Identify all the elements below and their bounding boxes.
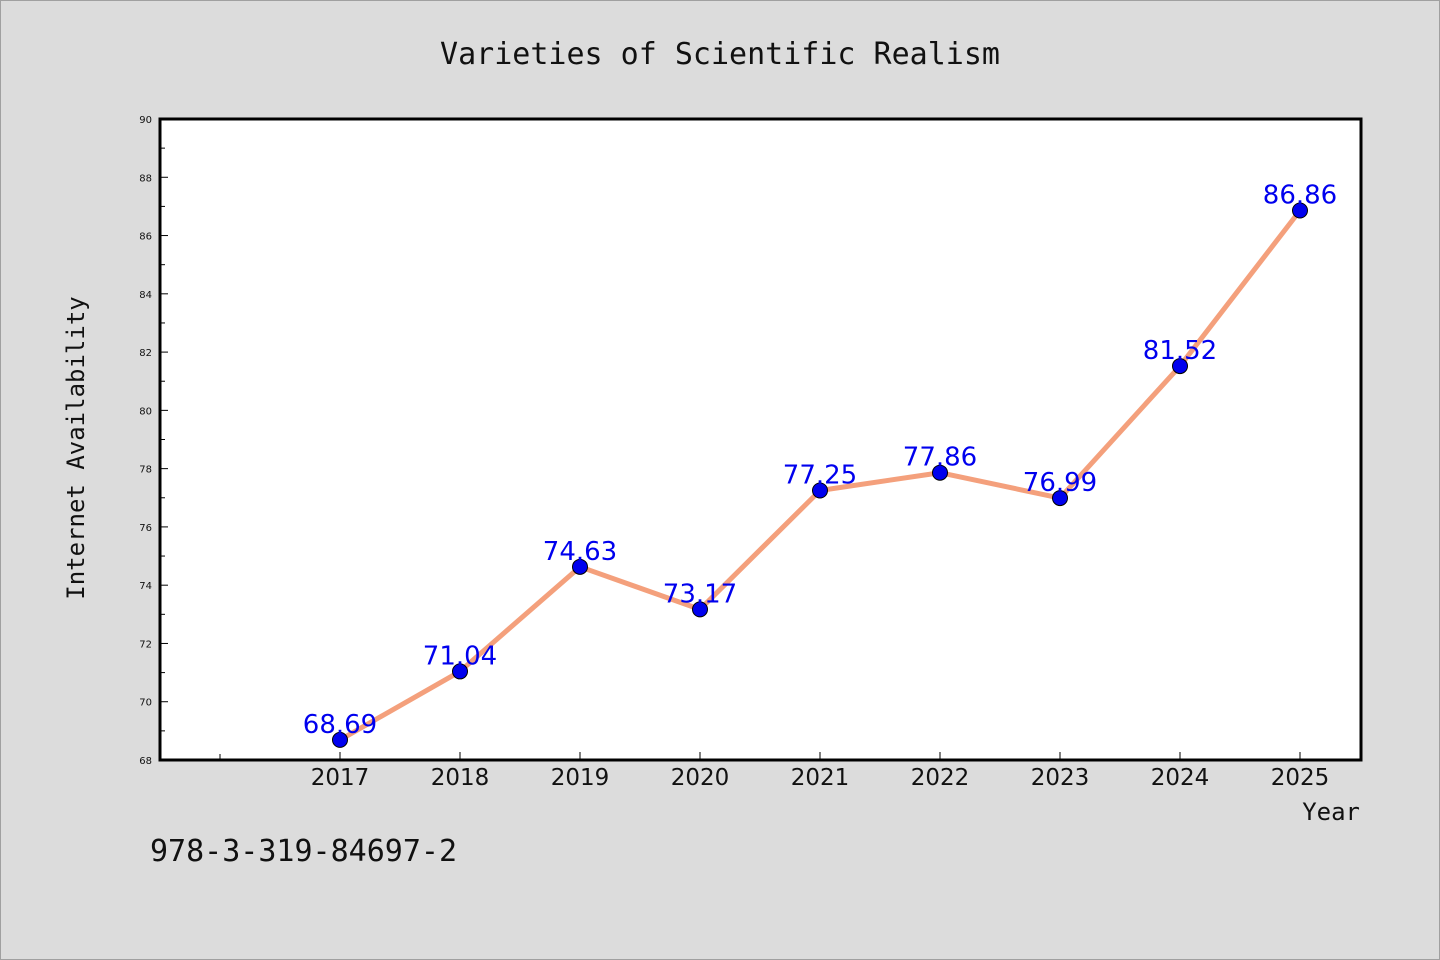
y-tick-label: 68: [139, 756, 152, 767]
data-labels: 68.69 71.04 74.63 73.17 77.25 77.86 76.99 81.52…: [303, 180, 1337, 739]
data-point: [452, 663, 468, 680]
data-label: 71.04: [423, 641, 497, 671]
x-axis-label: Year: [1302, 798, 1360, 826]
y-tick-label: 78: [139, 465, 152, 476]
data-point: [812, 482, 828, 499]
data-label: 73.17: [663, 579, 737, 609]
data-point: [572, 558, 588, 575]
x-tick-label: 2017: [311, 765, 370, 791]
y-axis-label: Internet Availability: [62, 296, 90, 599]
x-tick-label: 2022: [911, 765, 970, 791]
data-label: 81.52: [1143, 336, 1217, 366]
data-label: 76.99: [1023, 468, 1097, 498]
data-label: 68.69: [303, 710, 377, 740]
y-axis: 68 70 72 74 76 78 80 82 84 86 88 90: [139, 115, 168, 767]
data-label: 77.86: [903, 443, 977, 473]
x-axis: 2017 2018 2019 2020 2021 2022 2023 2024 2025: [219, 752, 1330, 791]
series-line-group: [332, 202, 1308, 748]
y-tick-label: 86: [139, 232, 152, 243]
isbn-text: 978-3-319-84697-2: [150, 834, 458, 869]
y-tick-label: 70: [139, 698, 152, 709]
data-point: [1172, 358, 1188, 375]
y-tick-label: 76: [139, 523, 152, 534]
chart-title: Varieties of Scientific Realism: [440, 37, 1000, 72]
x-tick-label: 2023: [1031, 765, 1090, 791]
data-point: [692, 601, 708, 618]
x-tick-label: 2021: [791, 765, 850, 791]
x-tick-label: 2018: [431, 765, 490, 791]
y-tick-label: 74: [139, 581, 152, 592]
data-point: [932, 464, 948, 481]
y-tick-label: 88: [139, 173, 152, 184]
y-tick-label: 90: [139, 115, 152, 126]
data-point: [1052, 490, 1068, 507]
x-tick-label: 2019: [551, 765, 610, 791]
y-tick-label: 80: [139, 406, 152, 417]
y-tick-label: 72: [139, 639, 152, 650]
data-label: 86.86: [1263, 180, 1337, 210]
x-tick-label: 2020: [671, 765, 730, 791]
plot-area: [158, 117, 1363, 762]
y-tick-label: 82: [139, 348, 152, 359]
x-tick-label: 2025: [1271, 765, 1330, 791]
y-tick-label: 84: [139, 290, 152, 301]
data-point: [332, 731, 348, 748]
data-label: 77.25: [783, 460, 857, 490]
x-tick-label: 2024: [1151, 765, 1210, 791]
data-label: 74.63: [543, 537, 617, 567]
data-point: [1292, 202, 1308, 219]
